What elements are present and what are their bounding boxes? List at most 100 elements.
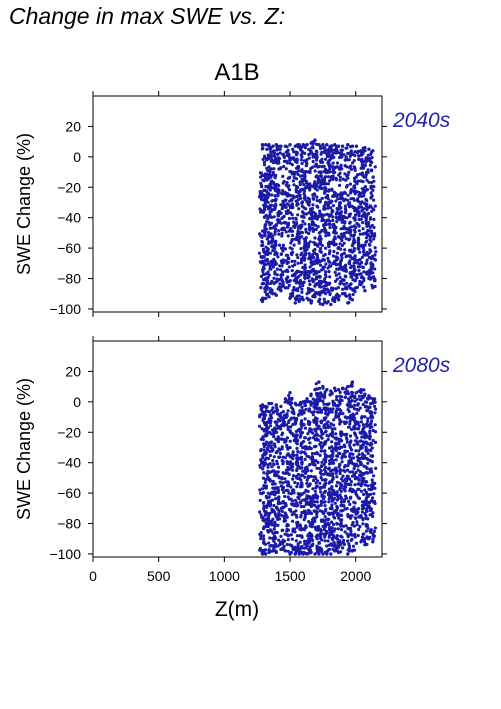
data-point [286,269,290,274]
data-point [296,261,300,265]
data-point [281,410,285,414]
station-column [360,392,370,547]
data-point [332,249,336,254]
data-point [344,269,348,273]
data-point [334,287,338,291]
data-point [268,500,273,504]
data-point [311,203,315,207]
data-point [267,230,271,235]
data-point [280,279,284,283]
data-point [301,143,305,147]
data-point [272,435,276,439]
data-point [261,438,265,442]
data-point [303,240,307,244]
data-point [267,220,271,224]
data-point [338,171,342,175]
data-point [370,168,374,172]
data-point [302,183,306,187]
data-point [323,423,327,427]
data-point [332,190,336,194]
data-point [315,199,319,203]
data-point [326,281,330,285]
data-point [352,403,357,407]
data-point [350,298,355,302]
data-point [280,445,284,449]
data-point [366,168,370,172]
data-point [285,414,289,418]
data-point [372,276,376,280]
station-column [276,404,286,552]
data-point [288,158,292,162]
data-point [287,283,291,287]
data-point [324,200,328,204]
data-point [322,500,326,504]
data-point [308,524,312,528]
data-point [336,256,340,260]
data-point [264,484,269,488]
data-point [273,270,277,274]
data-point [364,524,368,528]
data-point [300,483,304,487]
data-point [277,209,282,214]
data-point [313,295,317,299]
data-point [282,164,286,169]
data-point [287,184,291,188]
data-point [274,242,278,246]
data-point [306,196,310,200]
data-point [273,194,277,198]
data-point [307,407,311,411]
data-point [329,264,333,268]
data-point [319,534,323,539]
data-point [319,408,323,412]
data-point [270,215,274,219]
data-point [261,281,266,285]
data-point [348,489,352,493]
data-point [304,272,309,277]
data-point [315,255,320,259]
data-point [311,397,315,401]
data-point [281,260,285,264]
data-point [335,407,339,411]
data-point [259,286,263,290]
data-point [317,299,321,304]
data-point [300,270,304,274]
data-point [327,164,331,168]
data-point [262,525,266,529]
data-point [369,191,373,195]
data-point [363,146,367,150]
data-point [279,289,283,293]
data-point [317,410,321,414]
data-point [302,280,306,284]
data-point [314,252,319,256]
y-tick-label: −40 [57,455,81,471]
data-point [282,159,286,163]
data-point [319,279,323,283]
data-point [323,504,327,508]
data-point [307,231,311,236]
data-point [353,209,357,213]
data-point [362,285,366,289]
data-point [336,540,340,545]
data-point [330,503,334,507]
data-point [274,293,278,297]
data-point [333,279,338,283]
data-point [269,444,273,448]
data-point [339,543,343,547]
data-point [275,430,279,434]
data-point [298,193,302,197]
data-point [270,239,274,243]
data-point [328,292,332,297]
data-point [351,452,355,456]
data-point [312,272,316,276]
data-point [289,485,293,489]
data-point [363,243,367,247]
data-point [338,401,342,406]
data-point [278,268,283,272]
data-point [314,216,318,220]
data-point [268,462,272,466]
data-point [318,174,322,178]
data-point [322,528,326,532]
data-point [308,282,312,287]
data-point [312,249,316,253]
data-point [303,514,307,518]
